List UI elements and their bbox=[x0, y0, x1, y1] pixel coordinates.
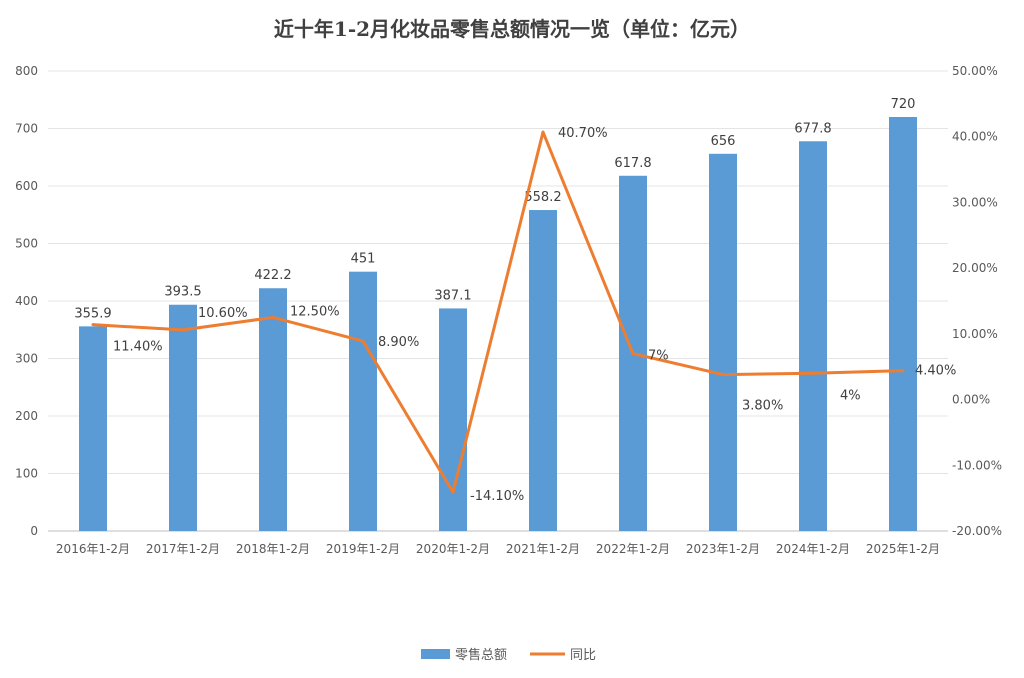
bar-data-label: 355.9 bbox=[74, 306, 111, 321]
x-tick-label: 2019年1-2月 bbox=[326, 542, 400, 556]
line-series: 11.40% 10.60% 12.50% 8.90% -14.10% 40.70% 7% 3.… bbox=[91, 126, 956, 504]
line-point bbox=[181, 328, 185, 332]
line-point bbox=[631, 352, 635, 356]
line-point bbox=[361, 339, 365, 343]
bar bbox=[889, 117, 917, 531]
bar-data-label: 393.5 bbox=[164, 285, 201, 300]
line-data-label: 4% bbox=[840, 388, 861, 403]
bar-data-label: 451 bbox=[351, 252, 376, 267]
x-tick-label: 2017年1-2月 bbox=[146, 542, 220, 556]
x-tick-label: 2022年1-2月 bbox=[596, 542, 670, 556]
x-tick-label: 2025年1-2月 bbox=[866, 542, 940, 556]
bar-data-label: 677.8 bbox=[794, 121, 831, 136]
right-tick-label: -10.00% bbox=[952, 458, 1002, 472]
line-data-label: 12.50% bbox=[290, 304, 340, 319]
x-tick-label: 2020年1-2月 bbox=[416, 542, 490, 556]
x-axis: 2016年1-2月 2017年1-2月 2018年1-2月 2019年1-2月 2020… bbox=[56, 542, 940, 556]
x-tick-label: 2024年1-2月 bbox=[776, 542, 850, 556]
bar-data-label: 617.8 bbox=[614, 156, 651, 171]
left-tick-label: 300 bbox=[15, 352, 38, 366]
bar-data-label: 558.2 bbox=[524, 190, 561, 205]
bar-data-label: 656 bbox=[711, 134, 736, 149]
left-tick-label: 600 bbox=[15, 179, 38, 193]
bar-data-label: 387.1 bbox=[434, 288, 471, 303]
bar bbox=[709, 153, 737, 532]
bar-data-label: 422.2 bbox=[254, 268, 291, 283]
right-tick-label: 40.00% bbox=[952, 130, 998, 144]
bar bbox=[529, 210, 557, 531]
right-tick-label: -20.00% bbox=[952, 524, 1002, 538]
line-data-label: 11.40% bbox=[113, 340, 163, 355]
gridlines bbox=[48, 70, 948, 532]
legend-label-bar: 零售总额 bbox=[455, 647, 507, 663]
left-tick-label: 400 bbox=[15, 294, 38, 308]
bar bbox=[439, 308, 467, 531]
line-path bbox=[92, 130, 904, 494]
line-point bbox=[811, 371, 815, 375]
left-tick-label: 0 bbox=[30, 524, 38, 538]
x-tick-label: 2023年1-2月 bbox=[686, 542, 760, 556]
bar bbox=[259, 288, 287, 531]
line-point bbox=[91, 323, 95, 327]
line-point bbox=[721, 373, 725, 377]
line-point bbox=[901, 369, 905, 373]
right-tick-label: 30.00% bbox=[952, 195, 998, 209]
right-tick-label: 0.00% bbox=[952, 393, 990, 407]
line-data-label: 40.70% bbox=[558, 126, 608, 141]
line-point bbox=[271, 315, 275, 319]
line-point bbox=[451, 490, 455, 494]
left-tick-label: 700 bbox=[15, 122, 38, 136]
right-axis: -20.00% -10.00% 0.00% 10.00% 20.00% 30.00% 40.… bbox=[952, 64, 1002, 538]
right-tick-label: 50.00% bbox=[952, 64, 998, 78]
left-tick-label: 200 bbox=[15, 409, 38, 423]
line-data-label: 4.40% bbox=[915, 364, 956, 379]
bar-series: 355.9 393.5 422.2 451 387.1 558.2 617.8 656 677.… bbox=[74, 97, 917, 532]
bar-data-label: 720 bbox=[891, 97, 916, 112]
line-data-label: 7% bbox=[648, 349, 669, 364]
bar bbox=[169, 304, 197, 531]
left-tick-label: 800 bbox=[15, 64, 38, 78]
bar bbox=[349, 271, 377, 531]
right-tick-label: 20.00% bbox=[952, 261, 998, 275]
left-tick-label: 500 bbox=[15, 237, 38, 251]
legend: 零售总额 同比 bbox=[421, 647, 596, 663]
left-axis: 0 100 200 300 400 500 600 700 800 bbox=[15, 64, 38, 538]
legend-label-line: 同比 bbox=[570, 648, 596, 663]
bar bbox=[79, 326, 107, 531]
chart-title: 近十年1-2月化妆品零售总额情况一览（单位：亿元） bbox=[274, 17, 750, 41]
x-tick-label: 2021年1-2月 bbox=[506, 542, 580, 556]
right-tick-label: 10.00% bbox=[952, 327, 998, 341]
x-tick-label: 2018年1-2月 bbox=[236, 542, 310, 556]
legend-swatch-bar bbox=[421, 649, 450, 659]
line-data-label: 10.60% bbox=[198, 306, 248, 321]
line-point bbox=[541, 130, 545, 134]
line-data-label: 3.80% bbox=[742, 399, 783, 414]
line-data-label: 8.90% bbox=[378, 335, 419, 350]
bar bbox=[799, 141, 827, 531]
x-tick-label: 2016年1-2月 bbox=[56, 542, 130, 556]
left-tick-label: 100 bbox=[15, 467, 38, 481]
line-data-label: -14.10% bbox=[470, 489, 524, 504]
